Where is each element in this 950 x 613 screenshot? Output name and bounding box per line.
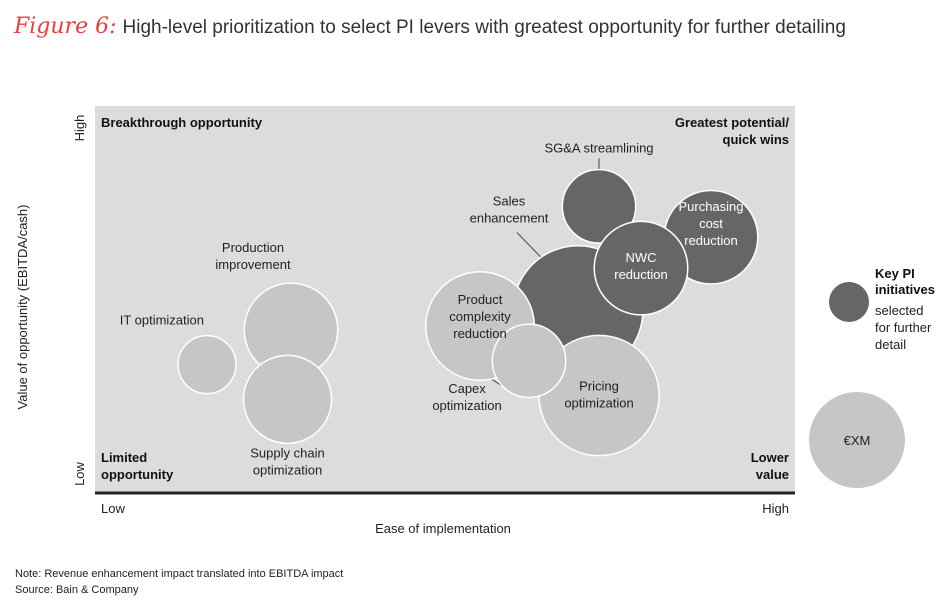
bubble-supply-chain-optimization <box>242 354 333 445</box>
bubble-it-optimization <box>177 334 237 395</box>
y-tick-high: High <box>72 115 87 142</box>
bubble-capex-optimization <box>491 323 567 399</box>
quadrant-bottom-left: Limited opportunity <box>101 450 174 482</box>
x-tick-high: High <box>762 501 789 516</box>
chart-title: Figure 6: High-level prioritization to se… <box>14 14 846 39</box>
legend-key-text: Key PI initiatives <box>875 266 935 297</box>
bubble-label-it-optimization: IT optimization <box>120 313 204 328</box>
y-tick-low: Low <box>72 461 87 485</box>
quadrant-labels: Breakthrough opportunity Greatest potenti… <box>101 115 789 482</box>
quadrant-bottom-right: Lower value <box>751 450 789 482</box>
bubble-label-purchasing-cost-reduction: Purchasing cost reduction <box>678 199 743 248</box>
bubble-labels: IT optimization Production improvement Supp… <box>120 140 744 477</box>
bubble-label-pricing-optimization: Pricing optimization <box>564 379 633 411</box>
legend-key-subtext: selected for further detail <box>875 303 932 352</box>
quadrant-top-right: Greatest potential/quick wins <box>675 115 790 147</box>
bubble-label-production-improvement: Production improvement <box>215 240 291 272</box>
title-text: High-level prioritization to select PI l… <box>122 17 846 38</box>
x-tick-low: Low <box>101 501 125 516</box>
bubble-nwc-reduction <box>593 220 689 316</box>
legend-key-bubble <box>829 282 869 322</box>
legend-size-label: €XM <box>844 433 871 448</box>
figure-label: Figure 6: <box>14 14 117 39</box>
bubble-label-supply-chain-optimization: Supply chain optimization <box>250 445 324 477</box>
bubble-label-sg-a-streamlining: SG&A streamlining <box>544 140 653 155</box>
leader-line <box>516 232 543 260</box>
bubble-label-capex-optimization: Capex optimization <box>432 381 501 413</box>
bubbles <box>177 168 759 457</box>
bubble-sg-a-streamlining <box>561 168 637 244</box>
axis-labels: Low High Ease of implementation Low High Valu… <box>15 115 789 536</box>
note-text: Note: Revenue enhancement impact transla… <box>15 568 344 580</box>
legend: Key PI initiatives selected for further deta… <box>809 266 935 488</box>
bubble-label-product-complexity-reduction: Product complexity reduction <box>449 292 511 341</box>
bubble-label-sales-enhancement: Sales enhancement <box>470 194 549 226</box>
x-axis-title: Ease of implementation <box>375 521 511 536</box>
quadrant-top-left: Breakthrough opportunity <box>101 115 263 130</box>
bubble-label-nwc-reduction: NWC reduction <box>614 250 667 282</box>
y-axis-title: Value of opportunity (EBITDA/cash) <box>15 205 30 410</box>
source-text: Source: Bain & Company <box>15 584 139 596</box>
legend-size-bubble <box>809 392 905 488</box>
